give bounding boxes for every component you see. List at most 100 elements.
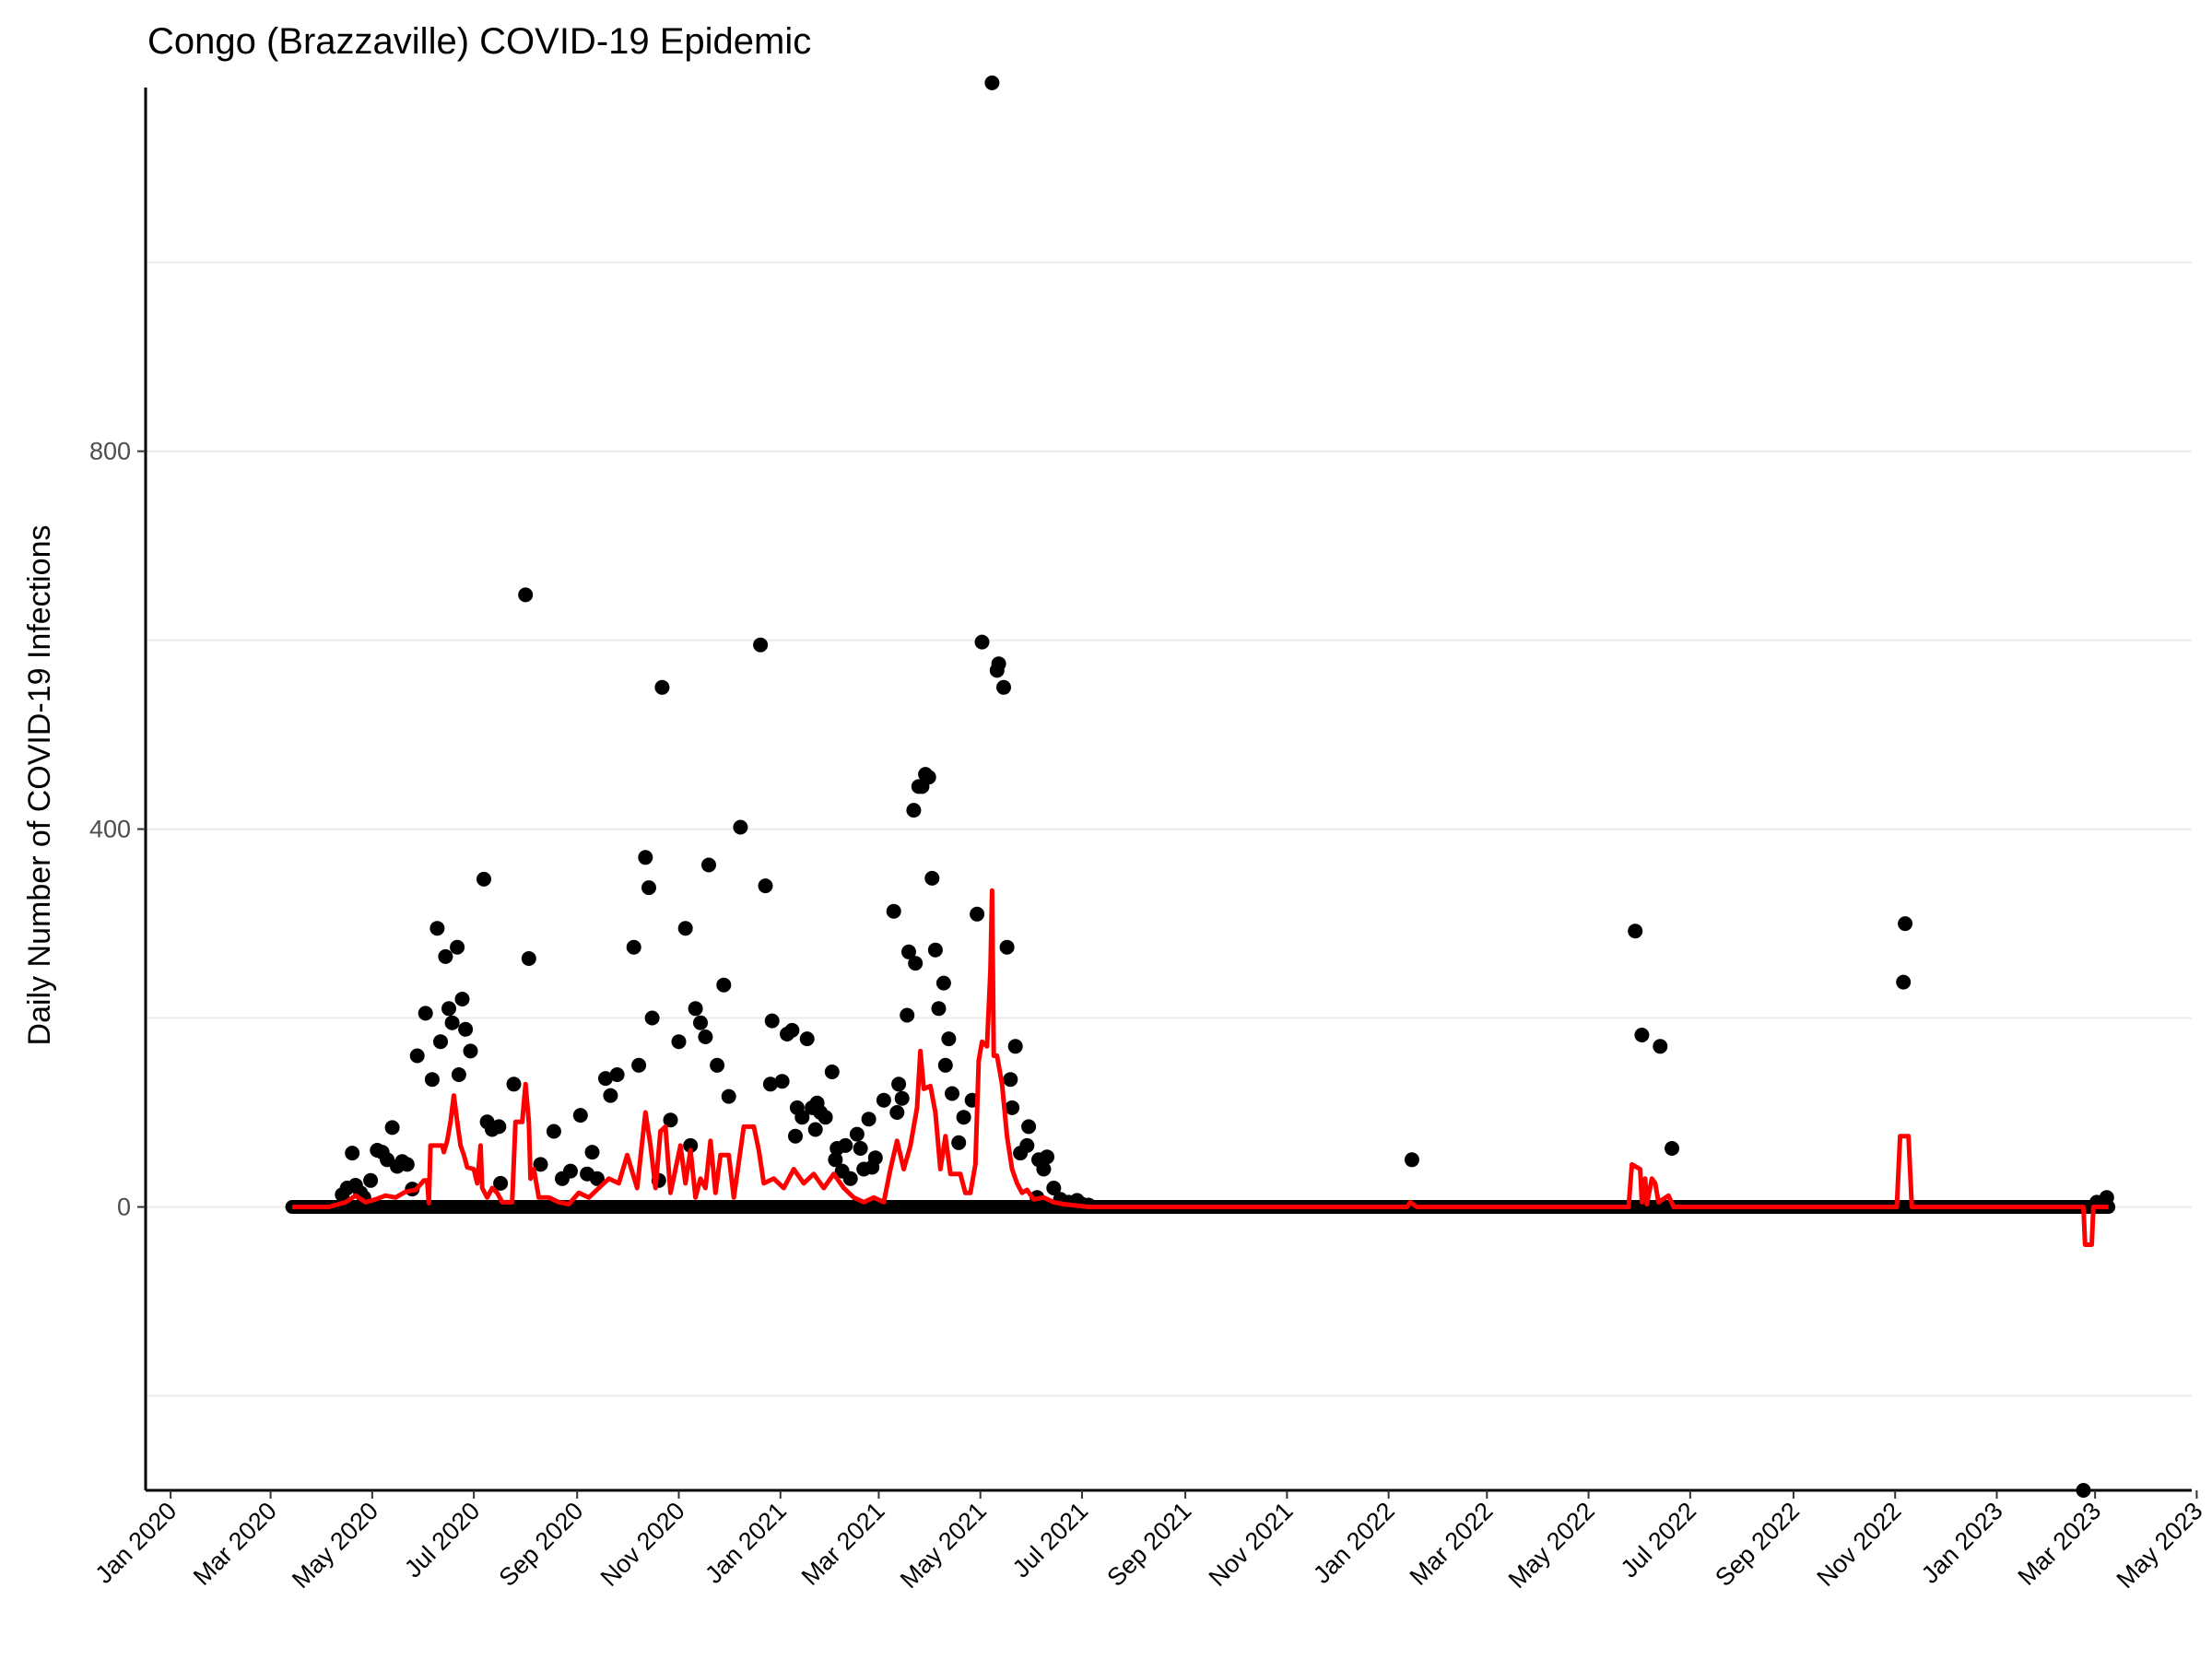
data-point — [458, 1021, 474, 1037]
data-point — [824, 1065, 840, 1079]
data-point — [1046, 1181, 1062, 1195]
data-point — [935, 975, 951, 991]
x-tick-label: Sep 2021 — [1101, 1497, 1196, 1592]
data-point — [477, 871, 491, 887]
data-point — [996, 679, 1011, 695]
x-tick-label: Nov 2020 — [595, 1497, 690, 1592]
data-point — [454, 992, 470, 1006]
y-tick-label: 0 — [117, 1194, 131, 1221]
data-point — [409, 1048, 425, 1064]
data-point — [701, 857, 716, 873]
data-point — [518, 587, 534, 603]
rolling-average-line — [292, 888, 2109, 1247]
data-point — [861, 1112, 877, 1127]
axes-layer — [144, 88, 2192, 1492]
x-tick-label: Nov 2022 — [1812, 1497, 1907, 1592]
data-point — [974, 634, 990, 650]
data-point — [876, 1092, 891, 1108]
data-point — [1007, 1039, 1023, 1054]
data-point — [563, 1163, 578, 1179]
data-point — [1036, 1161, 1052, 1177]
data-point — [924, 870, 940, 886]
data-point — [733, 819, 748, 835]
data-point — [491, 1119, 507, 1135]
data-point — [1896, 974, 1912, 990]
data-point — [384, 1120, 400, 1135]
data-point — [794, 1110, 810, 1125]
x-tick-label: Jan 2021 — [700, 1497, 792, 1589]
data-point — [906, 803, 922, 818]
data-point — [788, 1128, 803, 1144]
data-point — [908, 956, 924, 971]
chart-title: Congo (Brazzaville) COVID-19 Epidemic — [147, 21, 811, 62]
data-point — [644, 1010, 660, 1026]
data-point — [363, 1172, 379, 1188]
data-point — [886, 903, 901, 919]
data-points-layer — [335, 75, 2114, 1498]
data-point — [762, 1077, 778, 1092]
data-point — [626, 939, 641, 955]
y-tick-label: 400 — [89, 816, 131, 843]
data-point — [638, 850, 653, 865]
y-ticks-layer: 0 400 800 — [89, 438, 146, 1221]
data-point — [1003, 1072, 1018, 1088]
data-point — [677, 921, 693, 936]
data-point — [927, 942, 943, 958]
data-point — [2099, 1190, 2114, 1206]
data-point — [956, 1110, 971, 1125]
x-tick-label: Jul 2022 — [1616, 1497, 1701, 1583]
data-point — [716, 977, 732, 993]
data-point — [441, 1001, 456, 1017]
x-tick-label: Jan 2023 — [1916, 1497, 2008, 1589]
x-tick-label: Mar 2020 — [188, 1497, 282, 1591]
data-point — [1019, 1137, 1035, 1153]
red-line-layer — [292, 888, 2109, 1247]
x-tick-label: Jan 2022 — [1308, 1497, 1400, 1589]
x-tick-label: May 2023 — [2112, 1497, 2208, 1594]
data-point — [424, 1072, 440, 1088]
data-point — [688, 1001, 703, 1017]
data-point — [807, 1122, 823, 1137]
data-point — [609, 1067, 625, 1082]
y-axis-label: Daily Number of COVID-19 Infections — [22, 525, 57, 1046]
x-tick-label: May 2022 — [1503, 1497, 1600, 1594]
data-point — [463, 1043, 478, 1059]
data-point — [894, 1090, 910, 1106]
data-point — [838, 1137, 853, 1153]
data-point — [901, 944, 916, 959]
data-point — [598, 1071, 613, 1087]
data-point — [900, 1007, 915, 1023]
data-point — [921, 770, 936, 785]
data-point — [693, 1015, 708, 1030]
x-tick-label: May 2020 — [287, 1497, 383, 1594]
data-point — [853, 1141, 868, 1156]
data-point — [999, 939, 1015, 955]
data-point — [818, 1110, 833, 1125]
data-point — [1040, 1149, 1054, 1165]
x-tick-label: Jan 2020 — [90, 1497, 182, 1589]
data-point — [1665, 1141, 1679, 1156]
data-point — [450, 939, 465, 955]
data-point — [698, 1030, 713, 1044]
x-tick-label: Sep 2020 — [494, 1497, 589, 1592]
y-tick-label: 800 — [89, 438, 131, 465]
data-point — [849, 1126, 865, 1142]
data-point — [891, 1077, 907, 1092]
data-point — [533, 1157, 548, 1172]
data-point — [1634, 1028, 1650, 1042]
data-point — [991, 656, 1006, 672]
data-point — [663, 1112, 678, 1128]
data-point — [584, 1145, 600, 1160]
data-point — [1628, 924, 1643, 939]
data-point — [828, 1152, 843, 1168]
data-point — [521, 951, 536, 966]
data-point — [937, 1057, 953, 1073]
x-tick-label: Jul 2020 — [399, 1497, 485, 1583]
data-point — [631, 1057, 647, 1073]
data-point — [984, 75, 1000, 90]
data-point — [493, 1175, 509, 1191]
data-point — [1404, 1152, 1419, 1168]
data-point — [1005, 1100, 1020, 1115]
data-point — [399, 1157, 415, 1172]
